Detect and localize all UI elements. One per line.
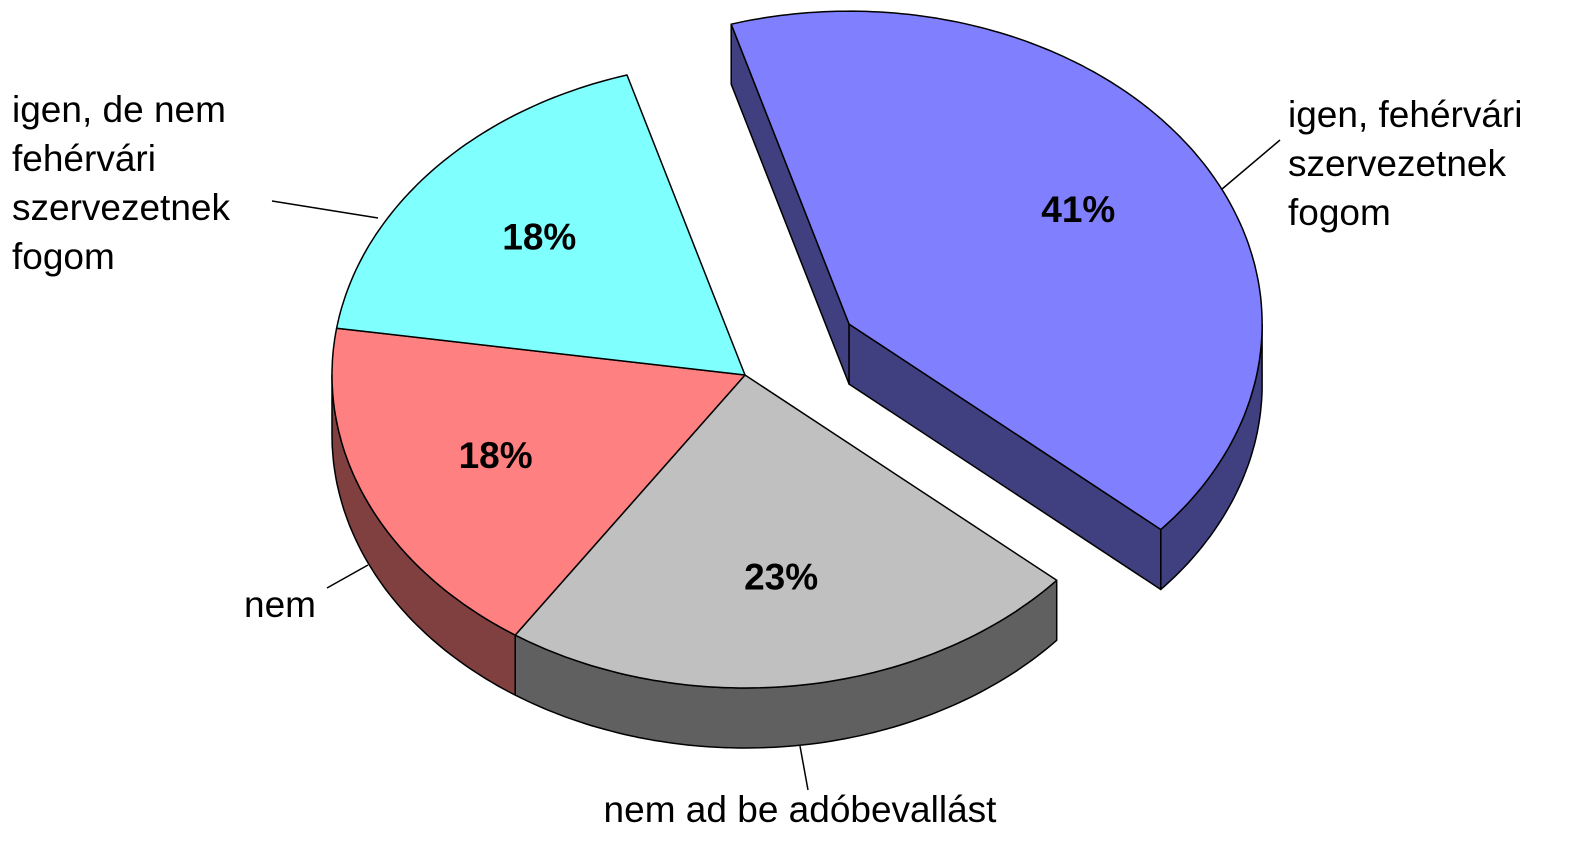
leader-line (271, 200, 379, 219)
value-label: 18% (502, 216, 576, 257)
value-label: 41% (1041, 189, 1115, 230)
pie-slice (730, 10, 1263, 531)
category-label: igen, de nem fehérvári szervezetnek fogo… (12, 89, 230, 277)
category-label: igen, fehérvári szervezetnek fogom (1288, 94, 1523, 233)
pie-slice (335, 74, 746, 376)
category-label: nem ad be adóbevallást (603, 789, 997, 830)
leader-line (799, 745, 809, 791)
value-label: 18% (459, 435, 533, 476)
leader-line (1214, 139, 1281, 196)
value-labels: 41% 23% 18% 18% (459, 189, 1116, 598)
leader-line (326, 564, 369, 589)
pie-tops (331, 10, 1263, 689)
pie-slice (514, 374, 1058, 689)
leader-lines (271, 139, 1281, 791)
pie-slice (331, 327, 746, 636)
value-label: 23% (744, 557, 818, 598)
category-label: nem (244, 584, 316, 625)
